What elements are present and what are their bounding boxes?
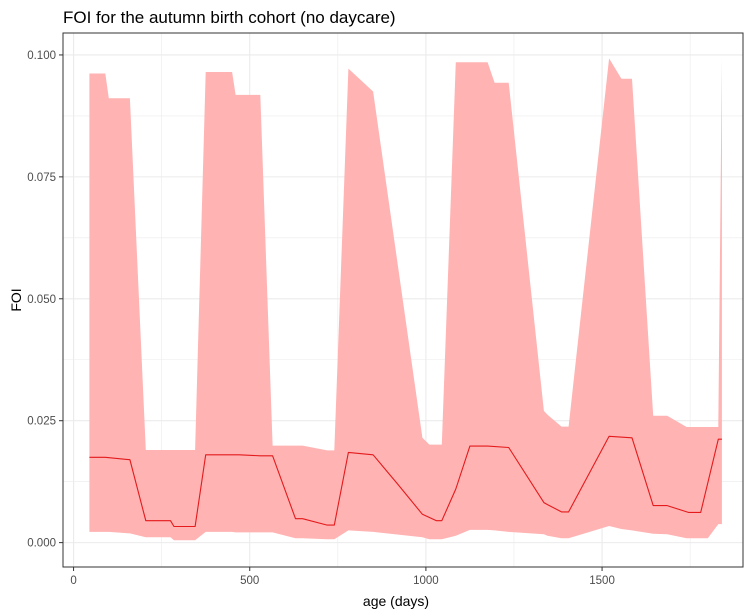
y-tick-label: 0.000 [27, 538, 56, 550]
x-tick-label: 0 [70, 575, 76, 587]
foi-line [89, 435, 722, 528]
x-axis-label: age (days) [363, 593, 429, 609]
y-tick-label: 0.025 [27, 416, 56, 428]
confidence-ribbon [89, 58, 722, 541]
foi-series-line [89, 435, 722, 528]
y-tick-label: 0.050 [27, 294, 56, 306]
x-tick-label: 500 [240, 575, 259, 587]
y-axis-label: FOI [8, 288, 24, 311]
x-tick-label: 1500 [589, 575, 615, 587]
confidence-band [89, 58, 722, 541]
y-axis: 0.000 0.025 0.050 0.075 0.100 [27, 50, 63, 550]
chart-title: FOI for the autumn birth cohort (no dayc… [63, 8, 396, 27]
panel-border [62, 32, 744, 568]
y-tick-label: 0.100 [27, 50, 56, 62]
y-tick-label: 0.075 [27, 172, 56, 184]
x-tick-label: 1000 [413, 575, 439, 587]
x-axis: 0 500 1000 1500 [70, 567, 615, 587]
